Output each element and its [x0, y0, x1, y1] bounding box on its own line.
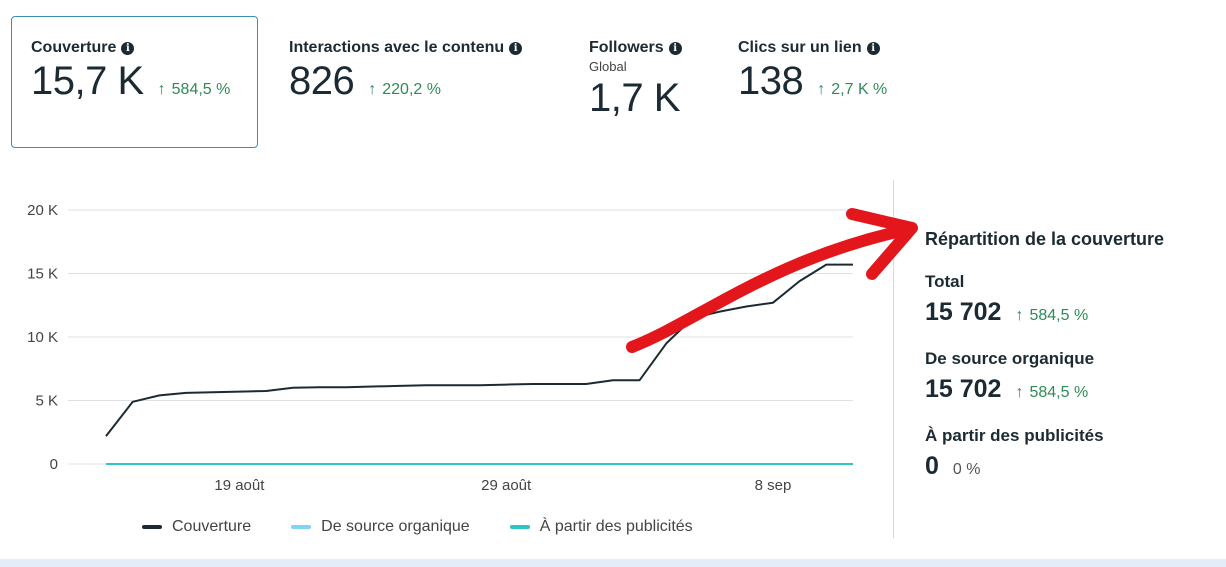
reach-line-chart: 0 5 K 10 K 15 K 20 K 19 août 29 août 8 sep [27, 202, 853, 494]
panel-divider [893, 180, 894, 538]
metric-subtitle: Global [589, 59, 627, 74]
metric-title-text: Interactions avec le contenu [289, 39, 505, 56]
metric-title: Interactions avec le contenu i [289, 39, 569, 57]
y-tick-label: 0 [50, 456, 58, 473]
breakdown-label: À partir des publicités [925, 426, 1104, 445]
y-tick-label: 20 K [27, 202, 58, 219]
arrow-up-icon: ↑ [1015, 384, 1024, 401]
metric-delta: ↑ 220,2 % [368, 81, 441, 99]
breakdown-delta-text: 584,5 % [1029, 307, 1089, 324]
breakdown-label: Total [925, 272, 965, 291]
metric-delta: ↑ 584,5 % [158, 81, 231, 99]
x-tick-label: 8 sep [755, 477, 792, 494]
info-icon[interactable]: i [668, 41, 682, 55]
arrow-up-icon: ↑ [157, 81, 166, 98]
metric-title-text: Followers [589, 39, 664, 56]
info-icon[interactable]: i [866, 41, 880, 55]
y-tick-label: 15 K [27, 266, 58, 283]
breakdown-delta: 0 % [952, 461, 981, 478]
x-tick-label: 19 août [214, 477, 265, 494]
x-tick-label: 29 août [481, 477, 532, 494]
arrow-up-icon: ↑ [817, 81, 826, 98]
breakdown-value: 15 702 [925, 298, 1002, 326]
legend-item-publicites[interactable]: À partir des publicités [509, 518, 693, 536]
metric-value: 1,7 K [589, 76, 680, 120]
breakdown-item-organique: De source organique 15 702 ↑ 584,5 % [925, 349, 1215, 404]
metric-title-text: Clics sur un lien [738, 39, 862, 56]
y-tick-label: 10 K [27, 329, 58, 346]
legend-swatch-publicites [509, 525, 530, 529]
metric-card-1[interactable]: Interactions avec le contenu i 826 ↑ 220,2 % [289, 16, 569, 148]
metric-title: Followers i [589, 39, 719, 57]
metric-delta: ↑ 2,7 K % [817, 81, 887, 99]
breakdown-value: 0 [925, 452, 939, 480]
arrow-up-icon: ↑ [1015, 307, 1024, 324]
breakdown-label: De source organique [925, 349, 1095, 368]
breakdown-item-total: Total 15 702 ↑ 584,5 % [925, 272, 1215, 327]
info-icon[interactable]: i [121, 41, 135, 55]
legend-item-couverture[interactable]: Couverture [142, 518, 251, 536]
legend-label: Couverture [172, 518, 252, 535]
series-line-0[interactable] [105, 263, 853, 437]
metric-title: Clics sur un lien i [738, 39, 938, 57]
chart-legend: Couverture De source organique À partir … [142, 518, 693, 536]
info-icon[interactable]: i [509, 41, 523, 55]
breakdown-delta: ↑ 584,5 % [1015, 384, 1088, 402]
legend-swatch-organique [291, 525, 312, 529]
metric-delta-text: 584,5 % [171, 81, 231, 98]
breakdown-delta: ↑ 584,5 % [1015, 307, 1088, 325]
breakdown-item-publicites: À partir des publicités 0 0 % [925, 426, 1215, 481]
y-tick-label: 5 K [35, 393, 58, 410]
metric-delta-text: 2,7 K % [831, 81, 888, 98]
metric-value: 826 [289, 59, 355, 103]
breakdown-value: 15 702 [925, 375, 1002, 403]
arrow-up-icon: ↑ [368, 81, 377, 98]
legend-item-organique[interactable]: De source organique [291, 518, 470, 536]
bottom-band [0, 559, 1226, 567]
legend-label: À partir des publicités [539, 518, 693, 535]
legend-label: De source organique [321, 518, 470, 535]
metric-card-2[interactable]: Followers i Global 1,7 K [589, 16, 719, 148]
metric-value: 15,7 K [31, 59, 144, 103]
breakdown-title: Répartition de la couverture [925, 229, 1165, 249]
metric-card-0[interactable]: Couverture i 15,7 K ↑ 584,5 % [11, 16, 258, 148]
metric-delta-text: 220,2 % [382, 81, 441, 98]
metric-title-text: Couverture [31, 39, 117, 56]
metric-value: 138 [738, 59, 804, 103]
legend-swatch-couverture [142, 525, 162, 529]
reach-breakdown-panel: Répartition de la couverture Total 15 70… [925, 229, 1215, 503]
metric-card-3[interactable]: Clics sur un lien i 138 ↑ 2,7 K % [738, 16, 938, 148]
metric-title: Couverture i [31, 39, 257, 57]
breakdown-delta-text: 584,5 % [1029, 384, 1089, 401]
